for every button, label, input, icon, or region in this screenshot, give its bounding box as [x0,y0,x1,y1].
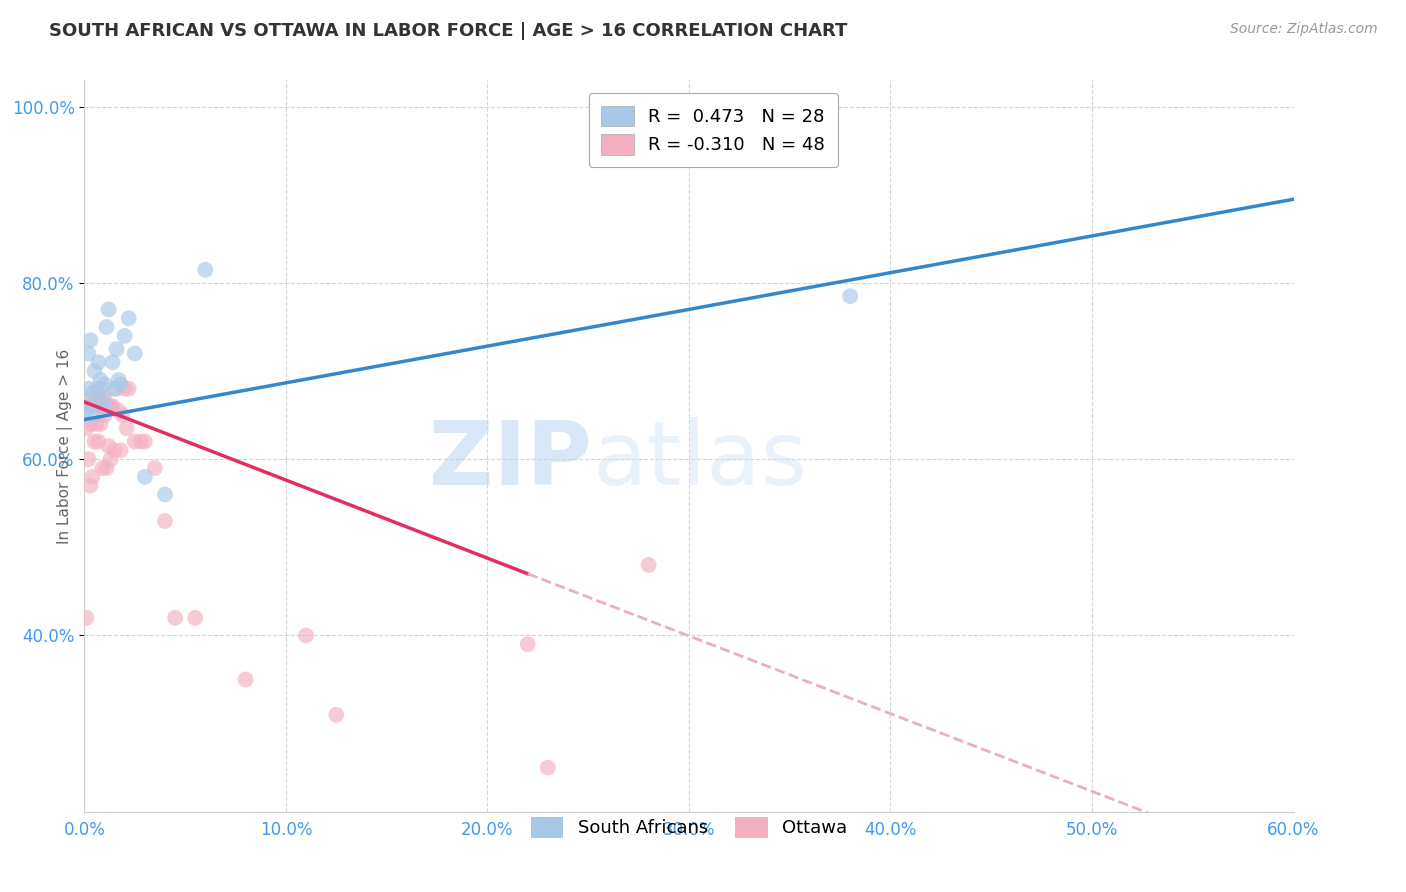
Point [124,434,146,449]
Point [86,382,108,396]
Point [115,421,138,435]
Point [235,673,257,687]
Point [75,421,97,435]
Point [83,400,105,414]
Point [96,461,118,475]
Point [118,382,141,396]
Point [79,417,101,431]
Point [114,329,136,343]
Point [105,382,128,396]
Point [93,377,115,392]
Point [839,289,862,303]
Point [114,382,136,396]
Point [91,400,114,414]
Point [134,434,156,449]
Point [104,443,127,458]
Point [153,487,176,501]
Point [82,470,104,484]
Point [194,262,217,277]
Point [143,461,166,475]
Point [83,364,105,378]
Point [89,373,111,387]
Point [93,408,115,422]
Point [111,408,134,422]
Point [91,391,114,405]
Point [107,403,129,417]
Point [77,400,100,414]
Point [110,377,132,392]
Text: Source: ZipAtlas.com: Source: ZipAtlas.com [1230,22,1378,37]
Point [101,355,124,369]
Point [107,373,129,387]
Point [87,355,110,369]
Point [77,382,100,396]
Point [82,391,104,405]
Point [86,391,108,405]
Text: ZIP: ZIP [429,417,592,504]
Point [101,400,124,414]
Point [77,452,100,467]
Point [96,400,118,414]
Legend: South Africans, Ottawa: South Africans, Ottawa [519,804,859,850]
Point [82,386,104,401]
Point [105,342,128,356]
Point [295,628,318,642]
Point [110,443,132,458]
Point [87,434,110,449]
Point [104,382,127,396]
Point [89,382,111,396]
Point [118,311,141,326]
Point [79,478,101,492]
Point [129,434,152,449]
Point [100,400,122,414]
Point [97,302,120,317]
Point [124,346,146,360]
Point [79,333,101,347]
Point [75,403,97,417]
Point [97,400,120,414]
Point [516,637,538,651]
Point [93,391,115,405]
Y-axis label: In Labor Force | Age > 16: In Labor Force | Age > 16 [58,349,73,543]
Point [83,434,105,449]
Text: SOUTH AFRICAN VS OTTAWA IN LABOR FORCE | AGE > 16 CORRELATION CHART: SOUTH AFRICAN VS OTTAWA IN LABOR FORCE |… [49,22,848,40]
Point [89,417,111,431]
Point [77,346,100,360]
Point [82,408,104,422]
Point [153,514,176,528]
Point [325,707,347,722]
Point [75,611,97,625]
Point [134,470,156,484]
Point [87,391,110,405]
Point [86,417,108,431]
Point [637,558,659,572]
Point [97,439,120,453]
Point [184,611,207,625]
Point [91,461,114,475]
Point [100,452,122,467]
Point [96,320,118,334]
Point [79,400,101,414]
Text: atlas: atlas [592,417,807,504]
Point [537,761,560,775]
Point [165,611,187,625]
Point [93,400,115,414]
